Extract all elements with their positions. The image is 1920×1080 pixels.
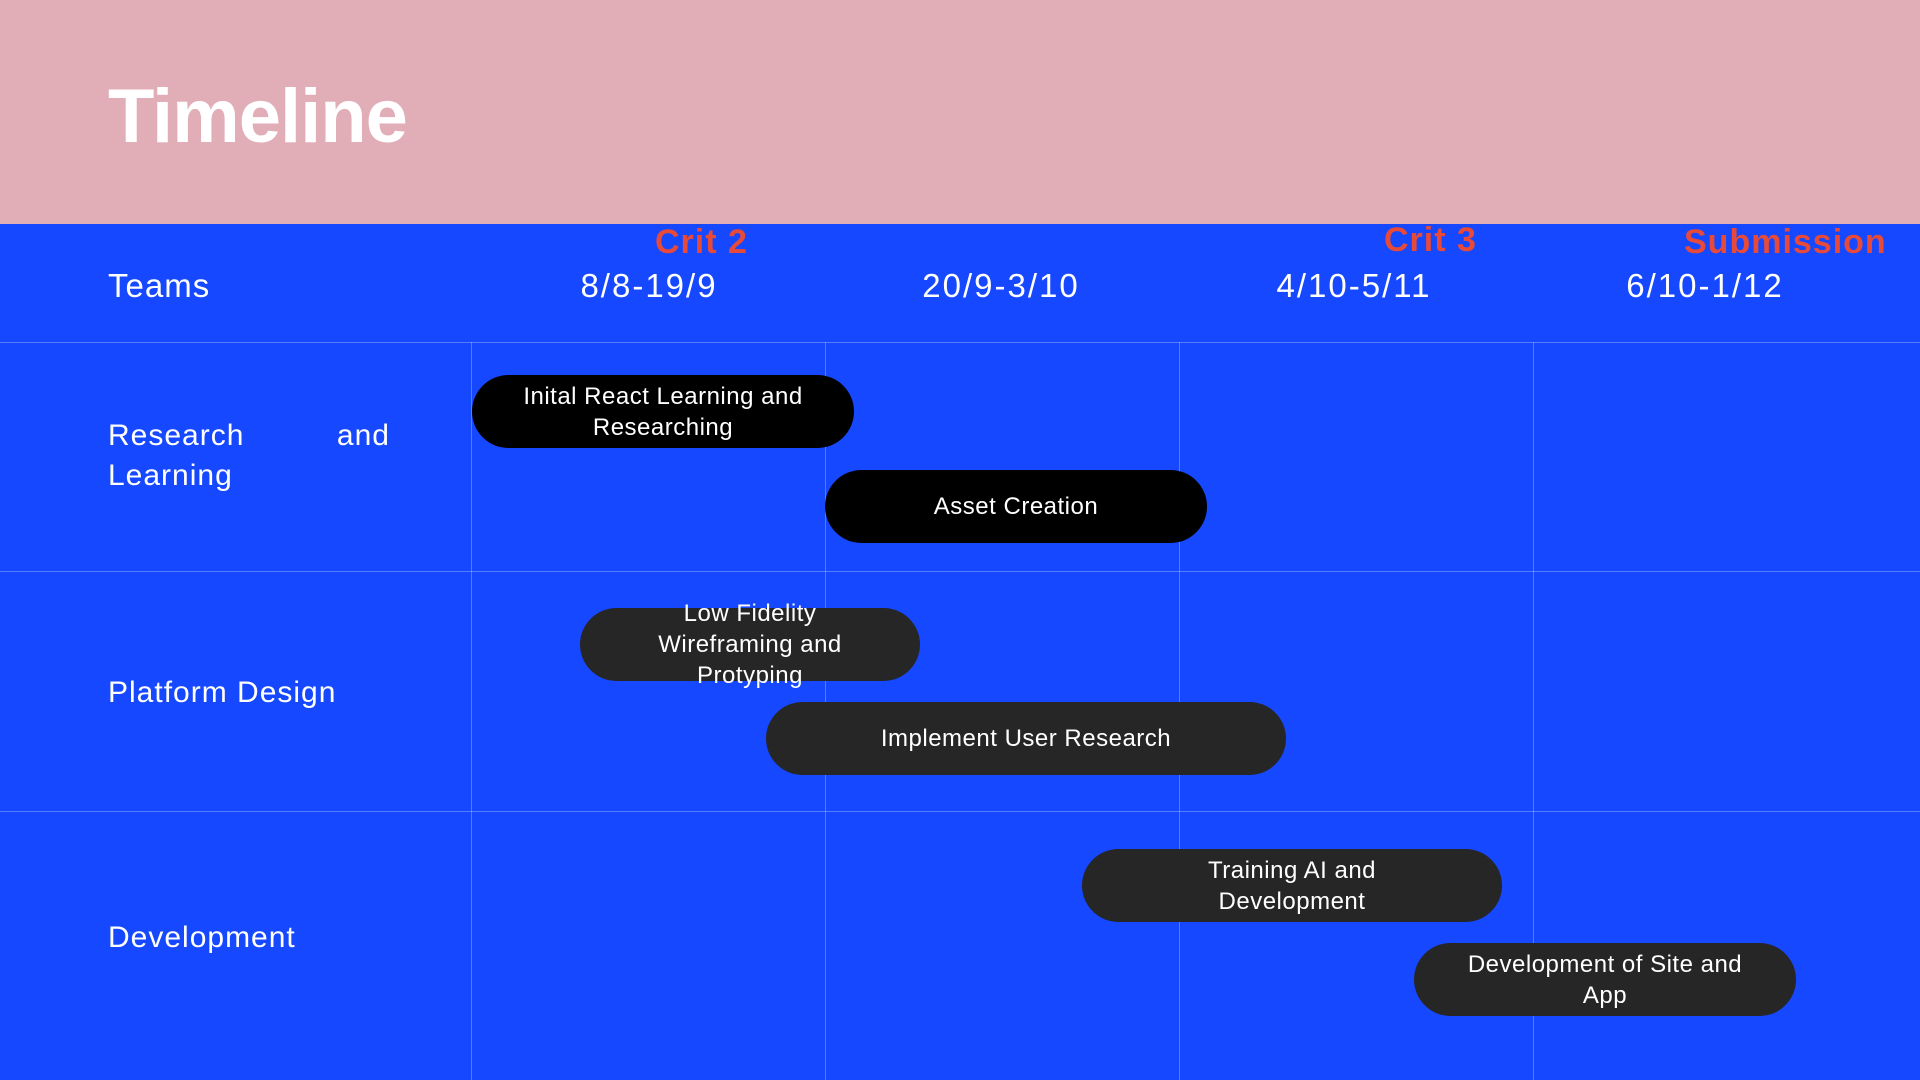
task-label: Asset Creation <box>933 493 1099 520</box>
milestone-crit-2: Crit 2 <box>655 223 748 261</box>
task-label: Training AI and Development <box>1207 856 1377 915</box>
row-label-development: Development <box>108 921 296 954</box>
task-bar-user-research: Implement User Research <box>766 702 1286 775</box>
milestone-submission: Submission <box>1684 223 1887 261</box>
column-header-3: 4/10-5/11 <box>1276 267 1432 304</box>
task-label: Low Fidelity Wireframing and Protyping <box>658 600 842 689</box>
teams-header: Teams <box>108 267 211 304</box>
task-bar-asset-creation: Asset Creation <box>825 470 1207 543</box>
grid-line-header <box>0 342 1920 343</box>
milestone-crit-3: Crit 3 <box>1384 221 1477 259</box>
grid-line-row-1 <box>0 571 1920 572</box>
grid-line-col-4 <box>1533 342 1534 1080</box>
task-bar-low-fidelity: Low Fidelity Wireframing and Protyping <box>580 600 920 689</box>
column-header-4: 6/10-1/12 <box>1626 267 1784 304</box>
grid-line-row-2 <box>0 811 1920 812</box>
task-bar-site-app: Development of Site and App <box>1414 943 1796 1016</box>
task-bar-training-ai: Training AI and Development <box>1082 849 1502 922</box>
task-bar-react-learning: Inital React Learning and Researching <box>472 375 854 448</box>
row-label-research-learning: Research and Learning <box>108 419 390 492</box>
task-label: Inital React Learning and Researching <box>523 382 803 441</box>
column-header-1: 8/8-19/9 <box>580 267 718 304</box>
task-label: Implement User Research <box>880 725 1172 752</box>
page-title: Timeline <box>108 74 408 159</box>
grid-line-col-1 <box>471 342 472 1080</box>
column-header-2: 20/9-3/10 <box>922 267 1080 304</box>
task-label: Development of Site and App <box>1467 950 1743 1009</box>
row-label-platform-design: Platform Design <box>108 676 337 709</box>
header-banner: Timeline <box>0 0 1920 224</box>
